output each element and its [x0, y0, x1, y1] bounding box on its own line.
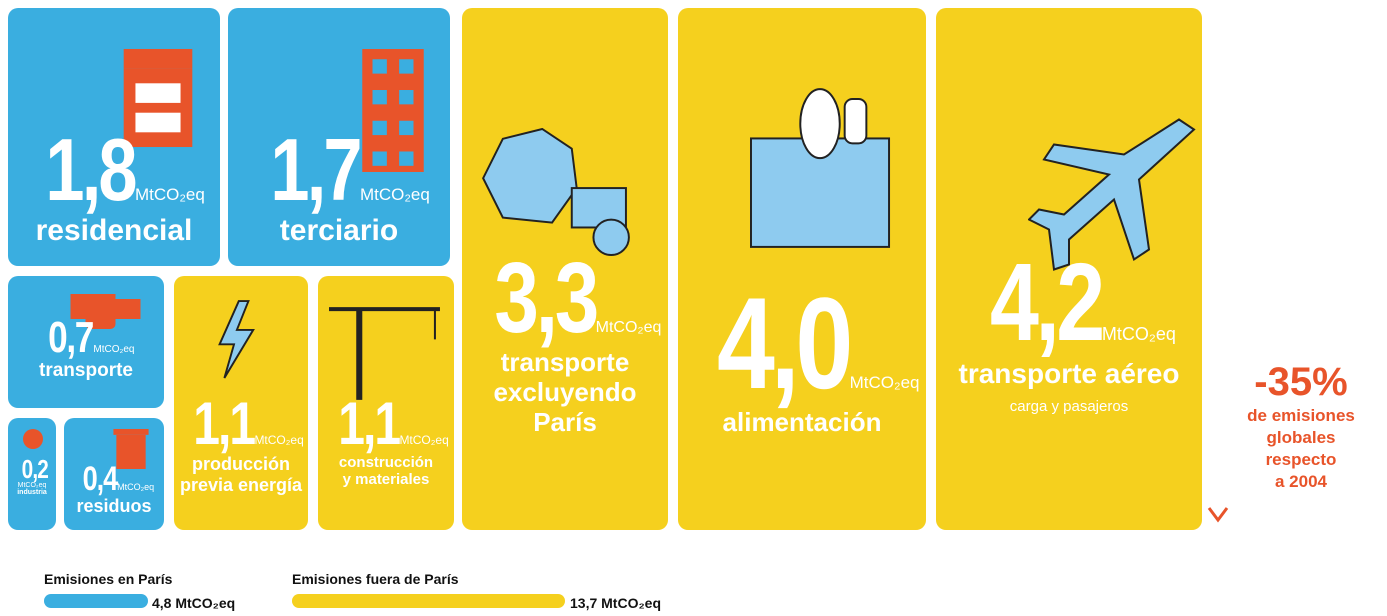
label: transporte [39, 360, 133, 381]
legend-swatch [44, 594, 148, 608]
icon [218, 300, 255, 379]
label: terciario [279, 214, 399, 247]
tile: 4,2MtCO₂eq transporte aéreo carga y pasaje… [936, 8, 1202, 530]
value-row: 0,7MtCO₂eq [8, 316, 164, 360]
label: construcción [338, 454, 434, 471]
label: alimentación [722, 407, 882, 437]
value-row: 3,3MtCO₂eq [462, 248, 668, 348]
unit: MtCO₂eq [134, 185, 205, 204]
tile-content: 1,1MtCO₂eq producción previa energía [174, 394, 308, 495]
unit: MtCO₂eq [595, 319, 662, 336]
value-row: 1,1MtCO₂eq [174, 394, 308, 454]
tile: 3,3MtCO₂eq transporte excluyendo París [462, 8, 668, 530]
label: y materiales [342, 471, 430, 489]
icon [362, 49, 424, 172]
value: 3,3 [493, 242, 599, 354]
value-row: 4,0MtCO₂eq [678, 278, 926, 408]
tile: 0,4MtCO₂eq residuos [64, 418, 164, 530]
label: industria [17, 489, 47, 496]
value-row: 1,1MtCO₂eq [318, 394, 454, 454]
arrow [1207, 0, 1229, 523]
icon [482, 128, 630, 257]
change: -35% [1254, 360, 1348, 404]
value-row: 0,4MtCO₂eq [64, 462, 164, 496]
side-line: a 2004 [1275, 472, 1327, 492]
legend-label: Emisiones fuera de París [292, 571, 459, 587]
unit: MtCO₂eq [359, 185, 430, 204]
tile: 1,7MtCO₂eq terciario [228, 8, 450, 266]
value-row: 1,8MtCO₂eq [8, 126, 220, 214]
icon [23, 429, 43, 449]
side-lines: de emisiones globales respecto a 2004 [1236, 405, 1366, 493]
tile-content: 4,2MtCO₂eq transporte aéreo carga y pasaje… [936, 248, 1202, 416]
value-row: 0,2 MtCO₂eq [8, 456, 56, 489]
value: 4,0 [717, 270, 854, 416]
value: 4,2 [990, 241, 1105, 364]
note: carga y pasajeros [1009, 398, 1129, 416]
label: París [533, 406, 597, 437]
tile: 1,1MtCO₂eq producción previa energía [174, 276, 308, 530]
value-row: 1,7MtCO₂eq [228, 126, 450, 214]
unit: MtCO₂eq [1101, 324, 1176, 344]
side-line: de emisiones [1247, 406, 1355, 425]
label: transporte aéreo [958, 358, 1180, 389]
side-line: globales [1266, 428, 1336, 448]
value: 1,7 [270, 120, 363, 219]
tile-content: 3,3MtCO₂eq transporte excluyendo París [462, 248, 668, 438]
tile: 1,8MtCO₂eq residencial [8, 8, 220, 266]
tile-content: 0,4MtCO₂eq residuos [64, 462, 164, 517]
unit: MtCO₂eq [17, 482, 47, 489]
value: 0,2 [22, 454, 49, 484]
label: residuos [76, 496, 152, 516]
value: 0,7 [48, 313, 95, 362]
tile: 1,1MtCO₂eq construcción y materiales [318, 276, 454, 530]
label: excluyendo [493, 376, 637, 407]
value: 0,4 [82, 460, 119, 498]
tile-content: 1,7MtCO₂eq terciario [228, 126, 450, 249]
value-row: 4,2MtCO₂eq [936, 248, 1202, 358]
tile-content: 1,8MtCO₂eq residencial [8, 126, 220, 249]
label: transporte [500, 347, 630, 377]
tile: 0,2 MtCO₂eq industria [8, 418, 56, 530]
side-note: -35% de emisiones globales respecto a 2004 [1236, 360, 1366, 493]
legend-value: 4,8 MtCO₂eq [152, 595, 236, 611]
tile: 4,0MtCO₂eq alimentación [678, 8, 926, 530]
icon [329, 307, 440, 400]
value: 1,8 [45, 120, 138, 219]
legend-swatch [292, 594, 565, 608]
unit: MtCO₂eq [117, 482, 155, 492]
tile-content: 0,7MtCO₂eq transporte [8, 316, 164, 382]
label: residencial [35, 214, 193, 247]
unit: MtCO₂eq [399, 433, 449, 447]
icon [1028, 118, 1196, 271]
tile-content: 0,2 MtCO₂eq industria [8, 456, 56, 497]
tile-content: 1,1MtCO₂eq construcción y materiales [318, 394, 454, 489]
legend-label: Emisiones en París [44, 571, 173, 587]
unit: MtCO₂eq [93, 344, 135, 355]
value: 1,1 [338, 390, 401, 457]
tile-content: 4,0MtCO₂eq alimentación [678, 278, 926, 438]
unit: MtCO₂eq [254, 433, 304, 447]
label: previa energía [179, 474, 303, 495]
icon [113, 428, 149, 470]
icon [750, 88, 891, 248]
icon [123, 48, 193, 148]
label: producción [192, 454, 290, 474]
value: 1,1 [193, 390, 256, 457]
unit: MtCO₂eq [849, 373, 920, 392]
legend-value: 13,7 MtCO₂eq [570, 595, 662, 611]
icon [70, 294, 141, 329]
side-line: respecto [1265, 450, 1337, 470]
tile: 0,7MtCO₂eq transporte [8, 276, 164, 408]
